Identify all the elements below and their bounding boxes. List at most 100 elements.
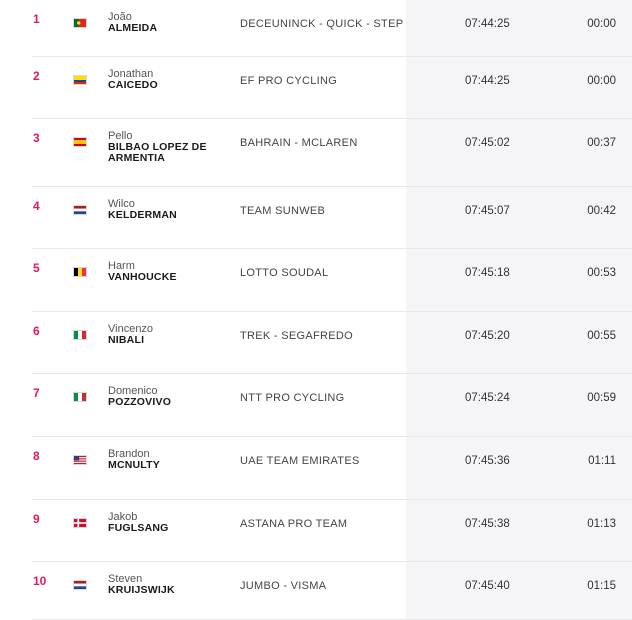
rider-gap: 01:11 [588,455,616,467]
row-divider [32,118,632,119]
rider-rank: 3 [33,131,40,145]
rider-gap: 00:55 [587,330,616,342]
rider-gap: 00:59 [587,392,616,404]
row-divider [32,311,632,312]
rider-name[interactable]: Steven KRUIJSWIJK [108,574,228,596]
rider-rank: 5 [33,261,40,275]
rider-team[interactable]: EF PRO CYCLING [240,75,338,87]
rider-name[interactable]: Harm VANHOUCKE [108,261,228,283]
row-divider [32,248,632,249]
rider-team[interactable]: DECEUNINCK - QUICK - STEP [240,18,404,30]
rider-first-name: Jakob [108,511,138,523]
rider-last-name: CAICEDO [108,79,158,91]
rider-rank: 2 [33,69,40,83]
rider-time: 07:45:07 [465,205,510,217]
standings-row[interactable]: 9 Jakob FUGLSANG ASTANA PRO TEAM 07:45:38 01:… [0,500,632,562]
row-divider [32,373,632,374]
rider-last-name: MCNULTY [108,459,160,471]
standings-row[interactable]: 6 Vincenzo NIBALI TREK - SEGAFREDO 07:45:20 0… [0,312,632,374]
rider-gap: 00:00 [587,18,616,30]
rider-name[interactable]: Vincenzo NIBALI [108,324,228,346]
rider-time: 07:45:36 [465,455,510,467]
ecuador-flag-icon [73,75,87,85]
standings-row[interactable]: 7 Domenico POZZOVIVO NTT PRO CYCLING 07:45:2… [0,374,632,437]
rider-time: 07:45:40 [465,580,510,592]
rider-rank: 4 [33,199,40,213]
standings-row[interactable]: 2 Jonathan CAICEDO EF PRO CYCLING 07:44:25 00… [0,57,632,119]
rider-time: 07:44:25 [465,18,510,30]
rider-gap: 01:15 [587,580,616,592]
rider-last-name: ALMEIDA [108,22,158,34]
portugal-flag-icon [73,18,87,28]
rider-first-name: Brandon [108,448,150,460]
rider-rank: 9 [33,512,40,526]
rider-last-name: KELDERMAN [108,209,177,221]
rider-first-name: Harm [108,260,135,272]
row-divider [32,56,632,57]
row-divider [32,436,632,437]
rider-team[interactable]: NTT PRO CYCLING [240,392,345,404]
rider-first-name: Domenico [108,385,158,397]
rider-rank: 6 [33,324,40,338]
standings-row[interactable]: 5 Harm VANHOUCKE LOTTO SOUDAL 07:45:18 00:53 [0,249,632,312]
rider-name[interactable]: Jonathan CAICEDO [108,69,228,91]
rider-team[interactable]: TEAM SUNWEB [240,205,326,217]
standings-row[interactable]: 10 Steven KRUIJSWIJK JUMBO - VISMA 07:45:40 0… [0,562,632,620]
denmark-flag-icon [73,518,87,528]
rider-last-name: VANHOUCKE [108,271,177,283]
spain-flag-icon [73,137,87,147]
italy-flag-icon [73,392,87,402]
rider-team[interactable]: LOTTO SOUDAL [240,267,329,279]
rider-last-name: POZZOVIVO [108,396,172,408]
rider-name[interactable]: Wilco KELDERMAN [108,199,228,221]
rider-team[interactable]: TREK - SEGAFREDO [240,330,353,342]
rider-team[interactable]: BAHRAIN - MCLAREN [240,137,358,149]
rider-first-name: Wilco [108,198,135,210]
row-divider [32,561,632,562]
row-divider [32,186,632,187]
rider-time: 07:44:25 [465,75,510,87]
rider-gap: 00:53 [587,267,616,279]
standings-row[interactable]: 1 João ALMEIDA DECEUNINCK - QUICK - STEP 07:… [0,0,632,57]
rider-gap: 01:13 [587,518,616,530]
rider-first-name: Steven [108,573,143,585]
row-divider [32,499,632,500]
rider-first-name: Vincenzo [108,323,154,335]
rider-name[interactable]: João ALMEIDA [108,12,228,34]
rider-last-name: NIBALI [108,334,145,346]
rider-rank: 8 [33,449,40,463]
rider-team[interactable]: JUMBO - VISMA [240,580,327,592]
standings-row[interactable]: 3 Pello BILBAO LOPEZ DE ARMENTIA BAHRAIN - … [0,119,632,187]
rider-rank: 7 [33,386,40,400]
standings-row[interactable]: 8 Brandon MCNULTY UAE TEAM EMIRATES 07:45:36… [0,437,632,500]
rider-name[interactable]: Brandon MCNULTY [108,449,228,471]
rider-last-name: BILBAO LOPEZ DE ARMENTIA [108,141,207,164]
rider-team[interactable]: UAE TEAM EMIRATES [240,455,360,467]
italy-flag-icon [73,330,87,340]
rider-name[interactable]: Jakob FUGLSANG [108,512,228,534]
rider-time: 07:45:20 [465,330,510,342]
rider-first-name: Pello [108,130,133,142]
rider-time: 07:45:24 [465,392,510,404]
rider-time: 07:45:18 [465,267,510,279]
rider-time: 07:45:02 [465,137,510,149]
netherlands-flag-icon [73,580,87,590]
rider-gap: 00:42 [587,205,616,217]
rider-gap: 00:37 [587,137,616,149]
rider-name[interactable]: Domenico POZZOVIVO [108,386,228,408]
belgium-flag-icon [73,267,87,277]
rider-gap: 00:00 [587,75,616,87]
rider-team[interactable]: ASTANA PRO TEAM [240,518,348,530]
rider-last-name: KRUIJSWIJK [108,584,175,596]
rider-name[interactable]: Pello BILBAO LOPEZ DE ARMENTIA [108,131,228,164]
standings-row[interactable]: 4 Wilco KELDERMAN TEAM SUNWEB 07:45:07 00:42 [0,187,632,249]
rider-first-name: Jonathan [108,68,154,80]
usa-flag-icon [73,455,87,465]
rider-last-name: FUGLSANG [108,522,169,534]
rider-rank: 1 [33,12,40,26]
rider-rank: 10 [33,574,47,588]
rider-first-name: João [108,11,132,23]
rider-time: 07:45:38 [465,518,510,530]
time-column-background [406,0,632,620]
